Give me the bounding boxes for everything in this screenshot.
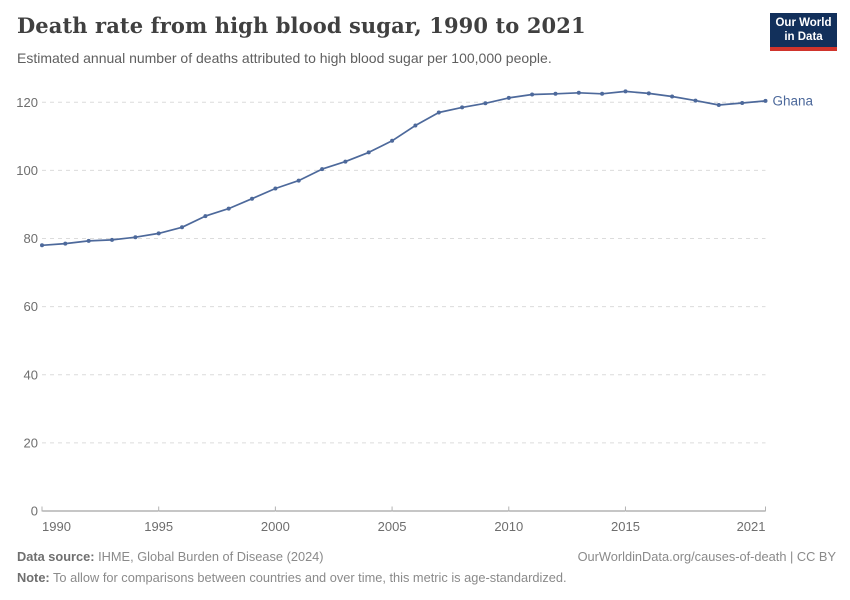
data-point[interactable] [273, 186, 278, 191]
footnote-label: Note: [17, 570, 50, 585]
y-tick-label: 20 [24, 435, 38, 450]
data-point[interactable] [623, 89, 628, 94]
data-point[interactable] [530, 92, 535, 97]
data-point[interactable] [436, 110, 441, 115]
owid-logo-line2: in Data [784, 31, 823, 43]
y-tick-label: 100 [16, 163, 38, 178]
series-end-label[interactable]: Ghana [773, 93, 814, 108]
data-point[interactable] [553, 91, 558, 96]
data-point[interactable] [716, 103, 721, 107]
x-tick-label: 2021 [737, 519, 766, 534]
owid-logo-line1: Our World [775, 16, 832, 29]
data-point[interactable] [343, 159, 348, 164]
series-line-ghana[interactable] [41, 90, 767, 247]
footnote-text: To allow for comparisons between countri… [49, 570, 567, 585]
data-point[interactable] [226, 206, 231, 211]
data-source: Data source: IHME, Global Burden of Dise… [17, 549, 324, 564]
chart-subtitle: Estimated annual number of deaths attrib… [17, 50, 552, 66]
y-tick-label: 0 [31, 504, 38, 519]
data-source-text: IHME, Global Burden of Disease (2024) [94, 549, 324, 564]
data-point[interactable] [250, 196, 254, 201]
data-point[interactable] [320, 167, 325, 172]
x-tick-label: 2005 [378, 519, 407, 534]
owid-logo: Our World in Data [770, 13, 837, 51]
data-point[interactable] [693, 98, 698, 103]
x-tick-label: 1995 [144, 519, 173, 534]
data-point[interactable] [110, 237, 114, 242]
data-point[interactable] [296, 178, 301, 183]
data-point[interactable] [366, 150, 371, 155]
data-point[interactable] [390, 138, 395, 143]
data-point[interactable] [63, 241, 68, 246]
x-tick-label: 2010 [494, 519, 523, 534]
y-tick-label: 40 [24, 367, 38, 382]
data-point[interactable] [600, 91, 605, 96]
x-tick-label: 2015 [611, 519, 640, 534]
x-tick-label: 1990 [42, 519, 71, 534]
line-chart: 0 20 40 60 80 100 120 1990 1995 2000 2005 2010 2015 2… [16, 89, 814, 534]
y-tick-label: 60 [24, 299, 38, 314]
data-source-label: Data source: [17, 549, 95, 564]
data-point[interactable] [133, 235, 138, 240]
data-point[interactable] [576, 90, 581, 95]
data-point[interactable] [86, 238, 91, 243]
x-tick-label: 2000 [261, 519, 290, 534]
y-tick-label: 80 [24, 231, 38, 246]
data-point[interactable] [156, 231, 161, 236]
data-point[interactable] [670, 94, 675, 99]
footnote: Note: To allow for comparisons between c… [17, 570, 567, 585]
data-point[interactable] [483, 101, 488, 106]
data-point[interactable] [506, 95, 511, 100]
license-link[interactable]: OurWorldinData.org/causes-of-death | CC … [577, 549, 836, 564]
page-title: Death rate from high blood sugar, 1990 t… [17, 13, 586, 38]
data-point[interactable] [460, 105, 465, 110]
data-point[interactable] [203, 214, 208, 219]
data-point[interactable] [413, 123, 418, 128]
data-point[interactable] [40, 243, 44, 248]
data-point[interactable] [763, 98, 768, 103]
data-point[interactable] [180, 225, 184, 230]
data-point[interactable] [646, 91, 651, 96]
y-tick-label: 120 [16, 95, 38, 110]
data-point[interactable] [740, 101, 745, 105]
